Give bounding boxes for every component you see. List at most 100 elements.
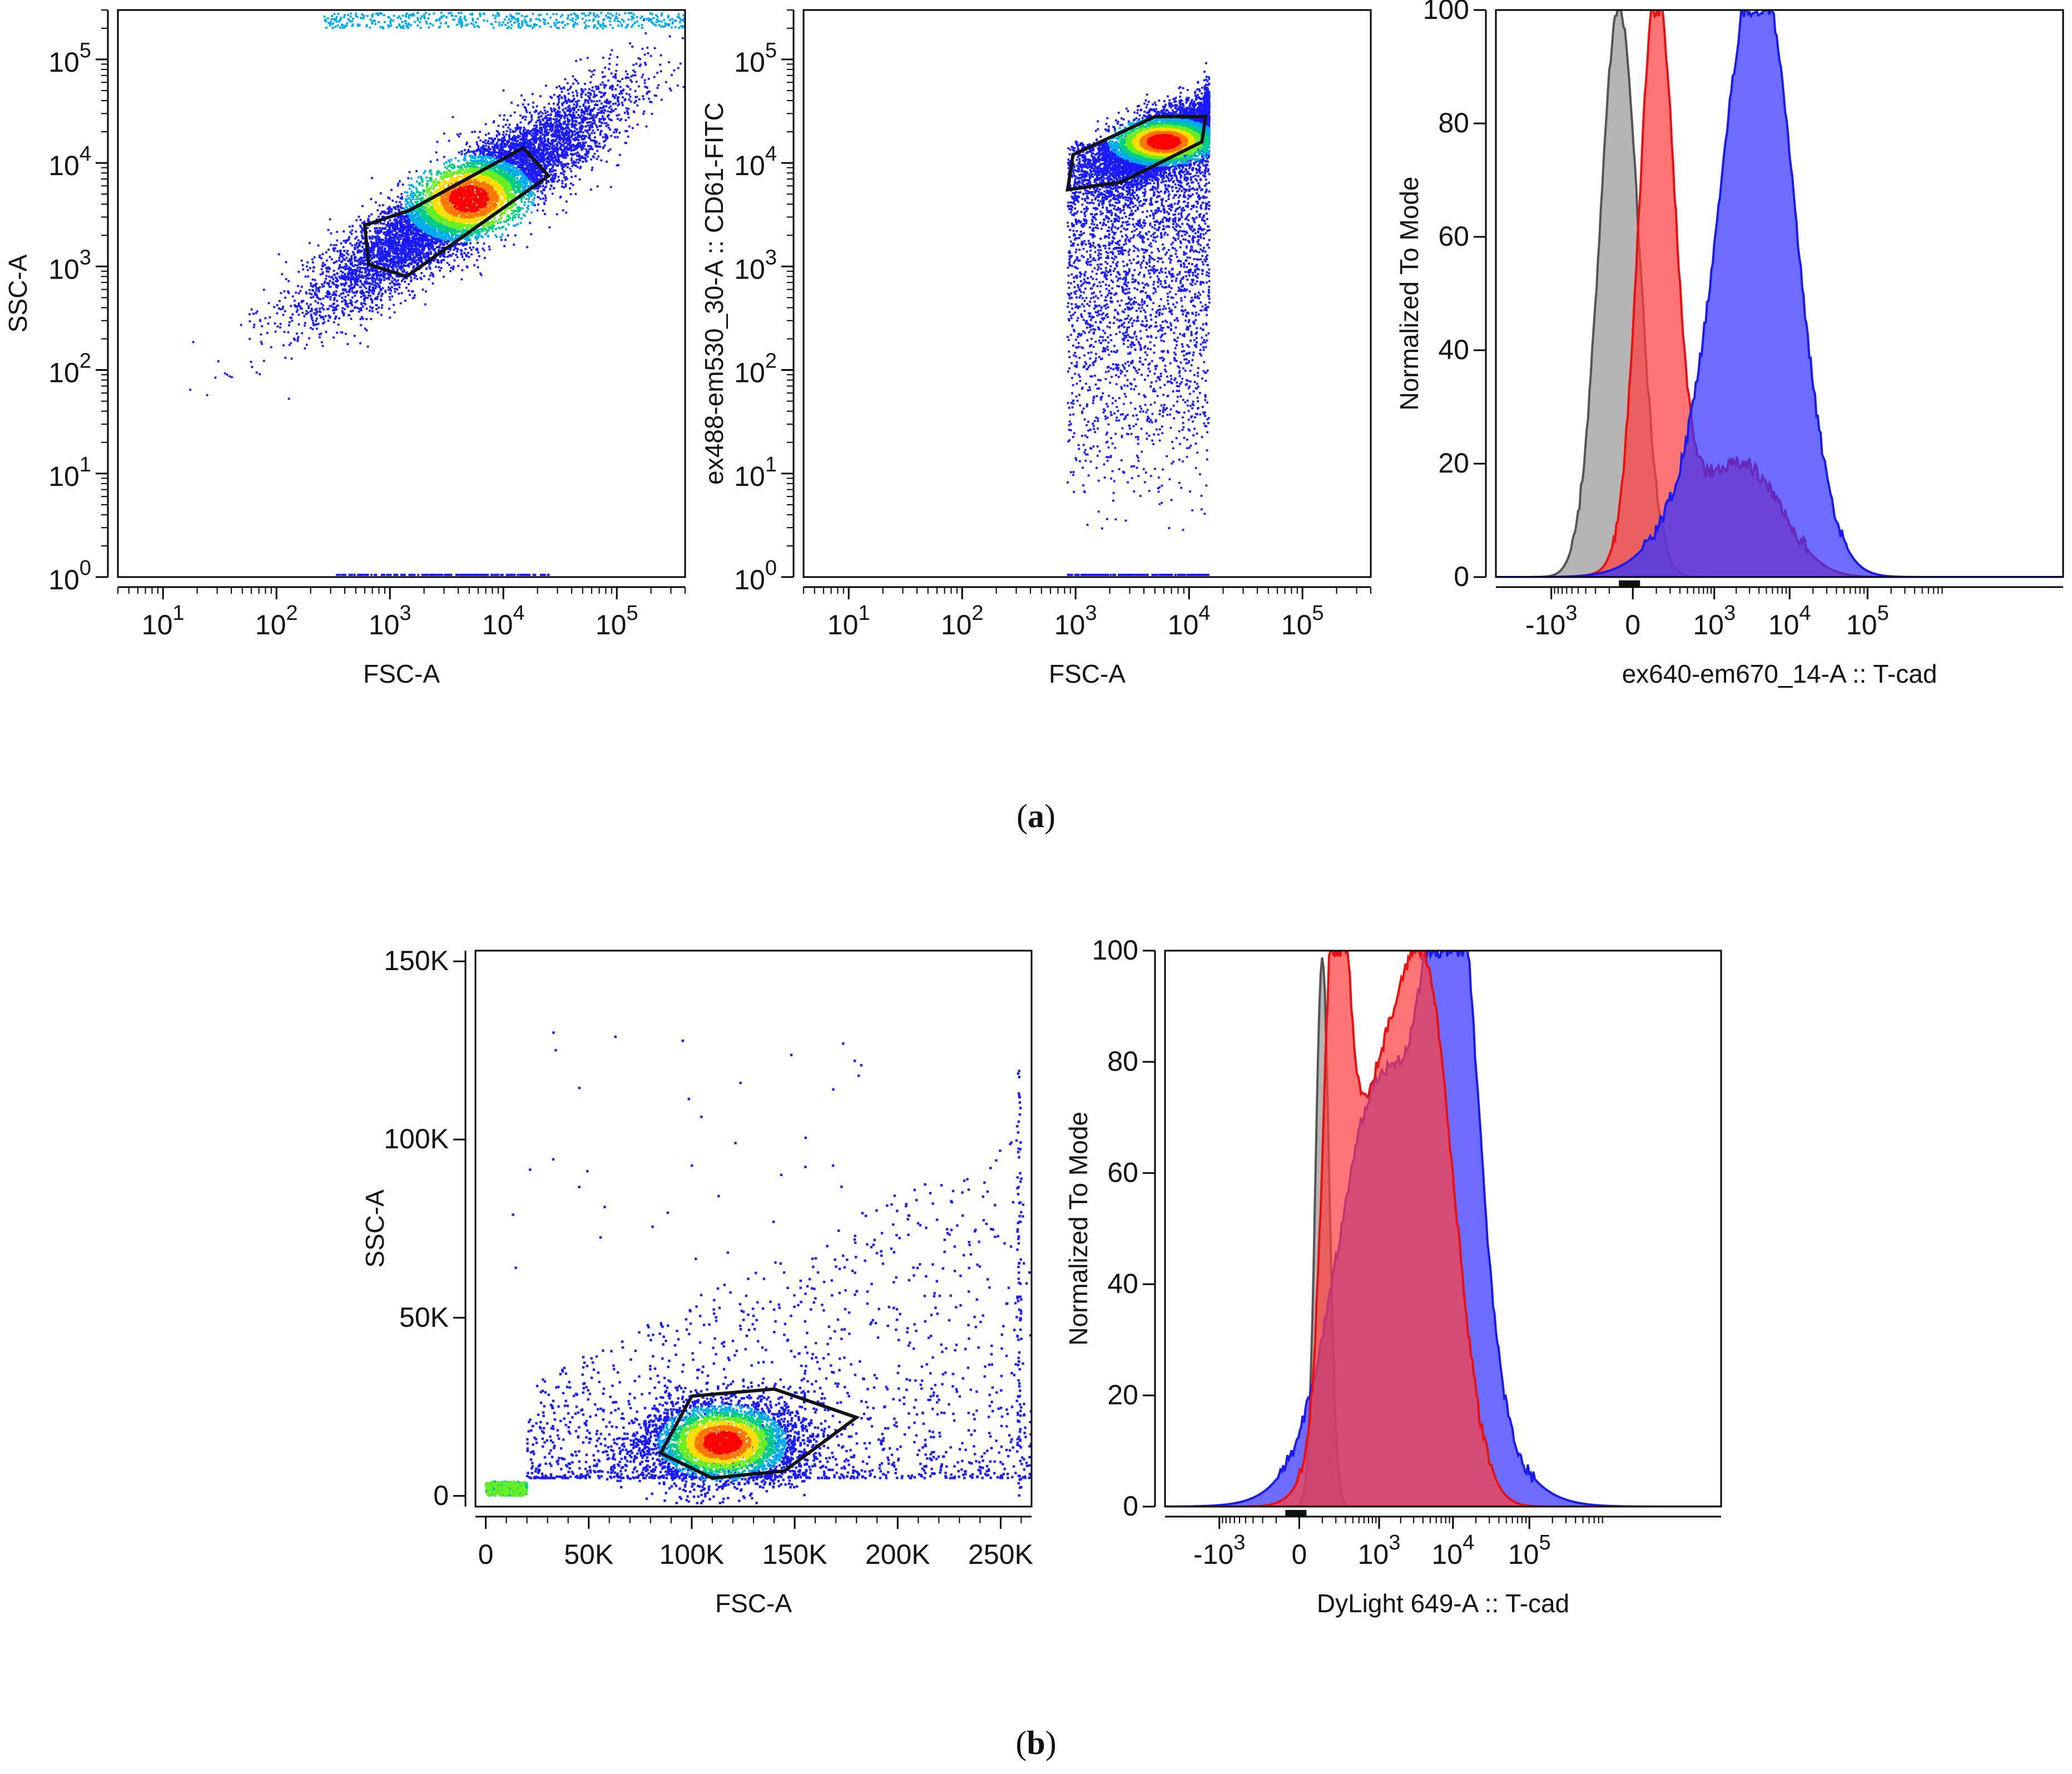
event-point [413, 258, 415, 261]
event-point [315, 317, 318, 320]
event-point [524, 169, 527, 172]
event-point [690, 77, 692, 79]
event-point [361, 260, 364, 262]
event-point [383, 249, 386, 252]
event-point [584, 141, 587, 144]
event-point [429, 574, 432, 576]
event-point [682, 86, 685, 88]
event-point [352, 276, 355, 279]
event-point [433, 253, 436, 256]
event-point [381, 292, 384, 295]
event-point [404, 220, 407, 223]
event-point [528, 131, 531, 133]
event-point [541, 145, 544, 147]
event-point [487, 574, 489, 576]
event-point [467, 148, 470, 151]
event-point [456, 250, 459, 253]
event-point [631, 46, 633, 48]
event-point [557, 126, 559, 129]
event-point [528, 164, 531, 167]
event-point [361, 282, 364, 285]
event-point [369, 250, 371, 252]
event-point [566, 137, 568, 140]
event-point [299, 305, 301, 308]
event-point [659, 63, 661, 66]
event-point [606, 135, 609, 138]
event-point [502, 89, 505, 92]
event-point [348, 290, 350, 292]
event-point [591, 86, 594, 89]
event-point [387, 289, 390, 291]
event-point [646, 91, 649, 94]
event-point [573, 153, 576, 156]
event-point [312, 270, 315, 272]
event-point [571, 118, 573, 121]
event-point [613, 97, 616, 100]
event-point [536, 165, 538, 168]
event-point [498, 149, 500, 152]
event-point [341, 283, 344, 285]
event-point [564, 107, 567, 110]
event-point [507, 574, 510, 576]
event-point [393, 262, 395, 265]
event-point [380, 295, 383, 297]
event-point [446, 262, 449, 264]
event-point [477, 136, 480, 139]
event-point [556, 131, 559, 134]
event-point [386, 225, 389, 227]
event-point [453, 259, 456, 262]
event-point [576, 138, 578, 141]
event-point [601, 110, 603, 113]
event-point [369, 282, 372, 285]
event-point [605, 100, 607, 102]
event-point [364, 253, 366, 255]
event-point [562, 138, 564, 141]
event-point [399, 250, 401, 252]
event-point [342, 292, 345, 295]
event-point [630, 75, 633, 78]
event-point [390, 289, 392, 292]
event-point [578, 105, 581, 108]
event-point [496, 574, 499, 576]
event-point [506, 143, 509, 146]
event-point [476, 143, 479, 146]
event-point [396, 224, 399, 227]
event-point [545, 167, 548, 170]
event-point [380, 574, 383, 576]
event-point [391, 266, 394, 268]
event-point [524, 116, 527, 118]
event-point [404, 249, 407, 251]
event-point [627, 107, 630, 110]
event-point [353, 286, 355, 289]
event-point [560, 161, 563, 163]
event-point [556, 164, 558, 167]
event-point [592, 118, 595, 121]
event-point [335, 290, 338, 292]
event-point [586, 152, 588, 155]
event-point [511, 137, 514, 140]
event-point [355, 291, 358, 294]
event-point [643, 110, 646, 113]
event-point [581, 148, 583, 151]
event-point [636, 104, 639, 107]
event-point [547, 180, 549, 182]
event-point [330, 232, 333, 235]
event-point [359, 218, 362, 221]
event-point [484, 142, 487, 145]
event-point [580, 127, 582, 130]
event-point [591, 124, 593, 127]
event-point [334, 247, 336, 250]
event-point [539, 136, 542, 138]
event-point [519, 128, 522, 131]
event-point [392, 257, 395, 260]
event-point [533, 152, 536, 154]
event-point [465, 151, 468, 154]
event-point [406, 252, 408, 255]
event-point [343, 254, 345, 257]
event-point [513, 138, 515, 140]
event-point [394, 206, 396, 208]
event-point [192, 341, 195, 344]
event-point [594, 85, 597, 88]
event-point [387, 221, 389, 223]
event-point [429, 267, 432, 270]
